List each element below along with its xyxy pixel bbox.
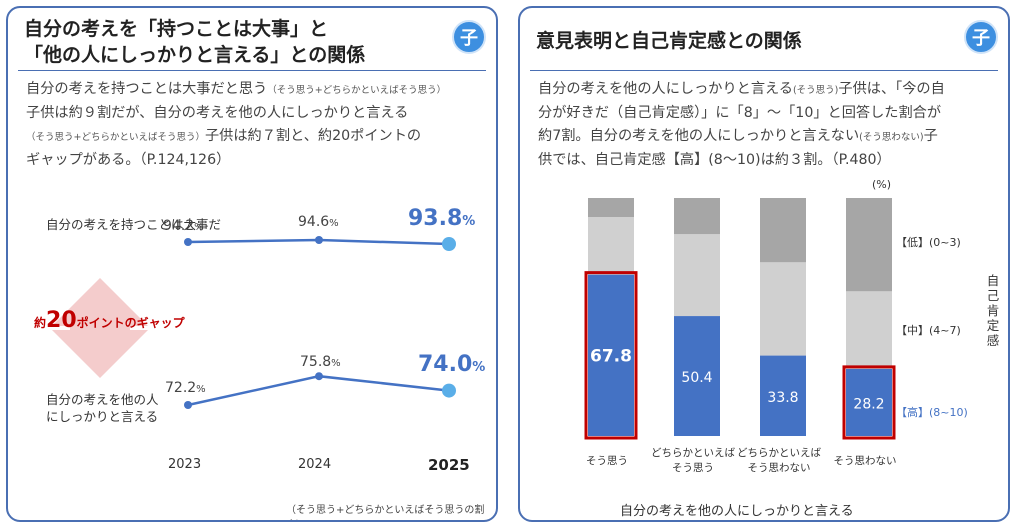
legend-low: 【低】(0~3) — [896, 236, 961, 249]
left-title-line1: 自分の考えを「持つことは大事」と — [24, 18, 329, 40]
category-label: そう思う — [586, 455, 628, 467]
bar-segment-low — [760, 198, 806, 263]
bar-segment-high — [674, 316, 720, 436]
bar-segment-low — [588, 198, 634, 218]
bar-value-label: 28.2 — [853, 396, 884, 412]
bar-segment-mid — [760, 262, 806, 356]
unit-label: (%) — [872, 178, 892, 191]
data-point — [315, 236, 323, 244]
bar-value-label: 50.4 — [681, 370, 712, 386]
gap-label: 約20ポイントのギャップ — [34, 308, 185, 333]
divider — [18, 70, 486, 71]
left-description: 自分の考えを持つことは大事だと思う（そう思う+どちらかといえばそう思う） 子供は… — [26, 81, 447, 168]
data-point-highlight — [442, 237, 456, 251]
bar-segment-high — [588, 274, 634, 436]
stacked-bar-chart: 67.8 50.4 33.8 28.2 — [584, 198, 896, 440]
data-point-highlight — [442, 383, 456, 398]
category-label: どちらかといえば そう思う — [651, 447, 735, 474]
right-description: 自分の考えを他の人にしっかりと言える(そう思う)子供は、「今の自 分が好きだ（自… — [538, 81, 945, 168]
bar-segment-high — [760, 355, 806, 436]
highlight-border — [842, 365, 896, 440]
bar-value-label: 33.8 — [767, 390, 798, 406]
data-point — [315, 372, 323, 381]
x-tick-label: 2024 — [298, 457, 332, 472]
value-label-highlight: 74.0% — [418, 352, 486, 377]
bar-segment-low — [846, 198, 892, 292]
line-chart — [52, 236, 456, 409]
category-label: そう思わない — [833, 455, 897, 467]
x-tick-label: 2023 — [168, 457, 202, 472]
data-point — [184, 238, 192, 246]
vertical-axis-label: 自己肯定感 — [986, 273, 1000, 348]
left-title: 自分の考えを「持つことは大事」と 「他の人にしっかりと言える」との関係 — [24, 16, 365, 68]
highlight-border — [584, 271, 638, 440]
series-label-express: 自分の考えを他の人にしっかりと言える — [46, 392, 159, 424]
x-tick-label: 2025 — [428, 456, 470, 474]
gap-arrow-icon — [52, 278, 148, 378]
bar-segment-mid — [674, 234, 720, 317]
legend-high: 【高】(8~10) — [896, 406, 968, 419]
data-point — [184, 401, 192, 409]
right-panel: 意見表明と自己肯定感との関係 子 自分の考えを他の人にしっかりと言える(そう思う… — [518, 6, 1010, 522]
legend-mid: 【中】(4~7) — [896, 324, 961, 337]
child-badge-icon: 子 — [964, 20, 998, 54]
right-title: 意見表明と自己肯定感との関係 — [536, 30, 802, 52]
value-label: 75.8% — [300, 354, 341, 370]
bar-segment-mid — [588, 217, 634, 275]
bar-value-label: 67.8 — [590, 346, 632, 366]
value-label: 94.6% — [298, 214, 339, 230]
x-axis-title: 自分の考えを他の人にしっかりと言える — [620, 504, 854, 519]
series-line — [187, 374, 450, 407]
divider — [530, 70, 998, 71]
series-label-importance: 自分の考えを持つことは大事だ — [46, 217, 222, 232]
value-label: 94.2% — [163, 218, 204, 234]
footnote: （そう思う+どちらかといえばそう思うの割合） — [286, 505, 485, 516]
value-label: 72.2% — [165, 380, 206, 396]
bar-segment-mid — [846, 291, 892, 369]
child-badge-icon: 子 — [452, 20, 486, 54]
left-panel: 自分の考えを「持つことは大事」と 「他の人にしっかりと言える」との関係 子 自分… — [6, 6, 498, 522]
left-title-line2: 「他の人にしっかりと言える」との関係 — [24, 44, 366, 66]
category-label: どちらかといえば そう思わない — [737, 447, 821, 474]
bar-segment-low — [674, 198, 720, 235]
bar-segment-high — [846, 368, 892, 436]
value-label-highlight: 93.8% — [408, 206, 476, 231]
